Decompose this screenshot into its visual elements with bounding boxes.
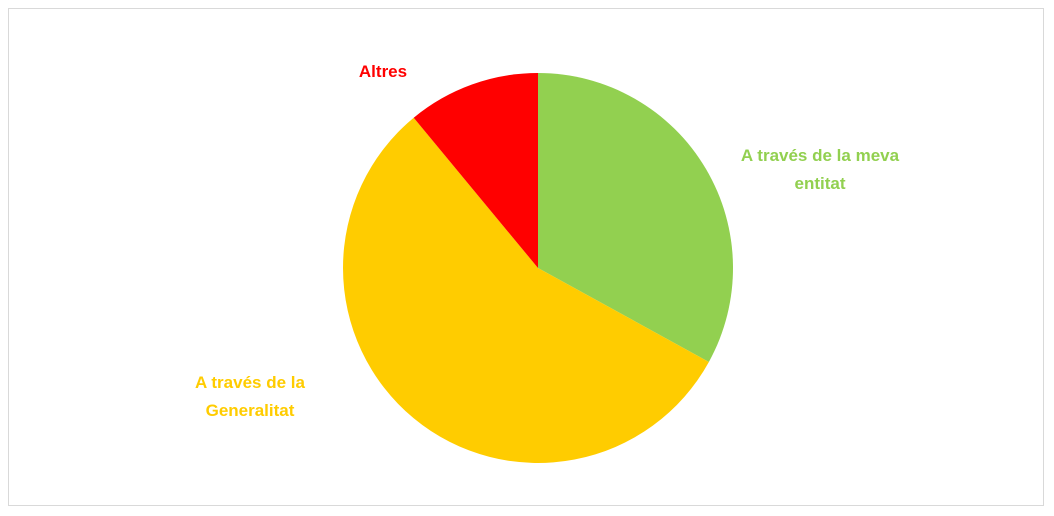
pie-slice [413, 73, 538, 268]
pie-slice [538, 73, 733, 362]
pie-slice [343, 117, 709, 463]
slice-label: A través de la meva entitat [740, 146, 900, 193]
slice-label: Altres [358, 62, 408, 81]
slice-label: A través de la Generalitat [195, 373, 305, 420]
chart-frame [8, 8, 1044, 506]
